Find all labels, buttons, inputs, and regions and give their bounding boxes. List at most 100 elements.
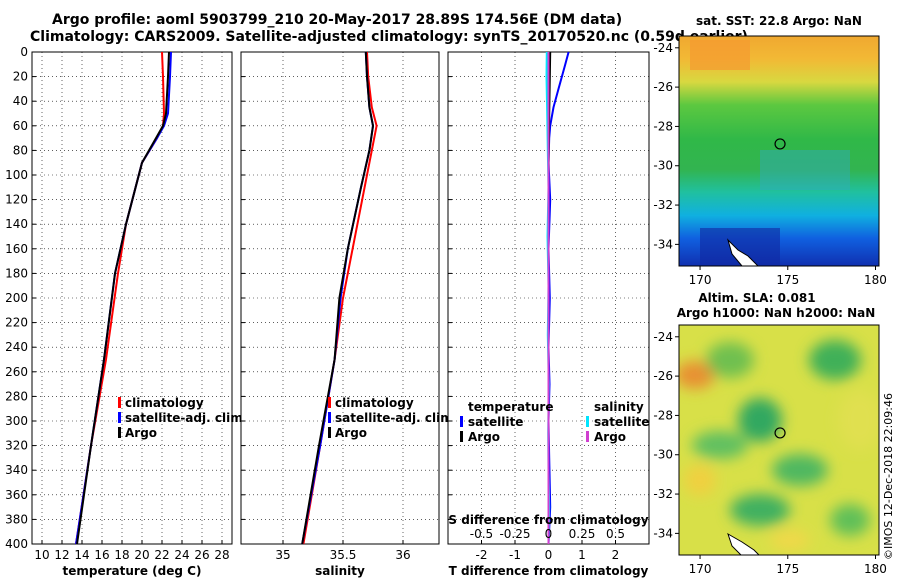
legend-swatch — [118, 427, 121, 438]
map-y-tick-label: -34 — [653, 526, 673, 540]
legend-label: satellite-adj. clim. — [335, 411, 457, 425]
legend-label: satellite — [468, 415, 523, 429]
y-tick-label: 140 — [5, 217, 28, 231]
map-y-tick-label: -24 — [653, 330, 673, 344]
title-line2: Climatology: CARS2009. Satellite-adjuste… — [30, 29, 748, 45]
x-tick-label: 0 — [545, 548, 553, 562]
top-tick-label: 0 — [545, 527, 553, 541]
y-tick-label: 160 — [5, 242, 28, 256]
legend-swatch — [328, 412, 331, 423]
legend-label: satellite-adj. clim. — [125, 411, 247, 425]
x-tick-label: 35 — [275, 548, 290, 562]
imos-stamp: ©IMOS 12-Dec-2018 22:09:46 — [882, 393, 895, 560]
x-tick-label: 16 — [94, 548, 109, 562]
legend-swatch — [328, 427, 331, 438]
x-tick-label: 20 — [134, 548, 149, 562]
legend-label: Argo — [125, 426, 157, 440]
x-tick-label: 14 — [74, 548, 89, 562]
map-y-tick-label: -26 — [653, 369, 673, 383]
difference-panel: -2 -1 0 1 2 T difference from climatology S di… — [447, 51, 650, 578]
map-y-tick-label: -26 — [653, 80, 673, 94]
sst-map-ticks: 170 175 180 -24 -26 -28 -30 -32 -34 — [653, 41, 887, 287]
map-y-tick-label: -32 — [653, 198, 673, 212]
salinity-panel: 35 35.5 36 salinity climatologysatellite-adj… — [240, 51, 457, 578]
y-tick-label: 300 — [5, 414, 28, 428]
x-tick-label: 12 — [54, 548, 69, 562]
legend-swatch — [118, 397, 121, 408]
legend-label: Argo — [468, 430, 500, 444]
y-tick-label: 380 — [5, 512, 28, 526]
x-tick-label: 18 — [114, 548, 129, 562]
sst-field — [679, 36, 879, 266]
sst-map: sat. SST: 22.8 Argo: NaN 170 175 180 -24 -26… — [653, 14, 887, 287]
sla-map-title: Altim. SLA: 0.081 — [698, 291, 815, 305]
sla-map-frame — [678, 324, 880, 556]
y-tick-label: 260 — [5, 365, 28, 379]
legend-label: satellite — [594, 415, 649, 429]
legend-title: temperature — [468, 400, 553, 414]
new-zealand-coast — [727, 532, 760, 555]
map-y-tick-label: -32 — [653, 487, 673, 501]
y-tick-label: 340 — [5, 463, 28, 477]
x-tick-label: 35.5 — [330, 548, 357, 562]
y-tick-label: 0 — [20, 45, 28, 59]
top-tick-label: -0.5 — [470, 527, 493, 541]
top-tick-label: -0.25 — [499, 527, 530, 541]
legend-swatch — [460, 416, 463, 427]
x-tick-label: -1 — [509, 548, 521, 562]
top-tick-label: 0.25 — [569, 527, 596, 541]
x-axis-label: temperature (deg C) — [63, 564, 202, 578]
y-tick-label: 220 — [5, 316, 28, 330]
map-x-tick-label: 175 — [776, 562, 799, 576]
sla-map: Altim. SLA: 0.081 Argo h1000: NaN h2000:… — [653, 291, 887, 576]
x-tick-label: 36 — [395, 548, 410, 562]
legend-swatch — [586, 431, 589, 442]
legend-swatch — [460, 431, 463, 442]
map-y-tick-label: -24 — [653, 41, 673, 55]
map-y-tick-label: -28 — [653, 119, 673, 133]
legend-label: Argo — [594, 430, 626, 444]
x-axis-label: T difference from climatology — [449, 564, 649, 578]
x-axis-label: salinity — [315, 564, 365, 578]
series-line-argo — [301, 51, 375, 545]
legend-label: climatology — [335, 396, 414, 410]
legend-label: climatology — [125, 396, 204, 410]
sst-warm-patch — [690, 40, 750, 70]
legend-swatch — [586, 416, 589, 427]
y-tick-label: 200 — [5, 291, 28, 305]
sst-map-frame — [678, 35, 880, 267]
map-x-tick-label: 170 — [689, 562, 712, 576]
x-tick-label: 24 — [174, 548, 189, 562]
x-tick-label: 2 — [612, 548, 620, 562]
map-y-tick-label: -30 — [653, 159, 673, 173]
x-tick-label: 1 — [578, 548, 586, 562]
y-tick-label: 120 — [5, 193, 28, 207]
sla-map-ticks: 170 175 180 -24 -26 -28 -30 -32 -34 — [653, 330, 887, 576]
y-tick-label: 60 — [13, 119, 28, 133]
y-tick-label: 320 — [5, 439, 28, 453]
map-x-tick-label: 180 — [864, 562, 887, 576]
x-tick-label: 26 — [194, 548, 209, 562]
legend-label: Argo — [335, 426, 367, 440]
y-tick-label: 240 — [5, 340, 28, 354]
map-y-tick-label: -34 — [653, 237, 673, 251]
argo-location-marker — [774, 427, 786, 439]
x-tick-label: 28 — [214, 548, 229, 562]
legend-title: salinity — [594, 400, 644, 414]
x-tick-label: 10 — [34, 548, 49, 562]
map-x-tick-label: 170 — [689, 273, 712, 287]
y-tick-label: 40 — [13, 94, 28, 108]
legend-swatch — [118, 412, 121, 423]
title-line1: Argo profile: aoml 5903799_210 20-May-20… — [52, 12, 623, 28]
series-line-argo — [76, 51, 170, 545]
y-tick-label: 180 — [5, 266, 28, 280]
sla-anomalies — [679, 340, 879, 550]
x-tick-label: 22 — [154, 548, 169, 562]
y-tick-label: 360 — [5, 488, 28, 502]
map-y-tick-label: -28 — [653, 408, 673, 422]
top-tick-label: 0.5 — [606, 527, 625, 541]
map-x-tick-label: 175 — [776, 273, 799, 287]
y-tick-label: 400 — [5, 537, 28, 551]
temperature-panel: 10 12 14 16 18 20 22 24 26 2802040608010012014016… — [5, 45, 247, 578]
